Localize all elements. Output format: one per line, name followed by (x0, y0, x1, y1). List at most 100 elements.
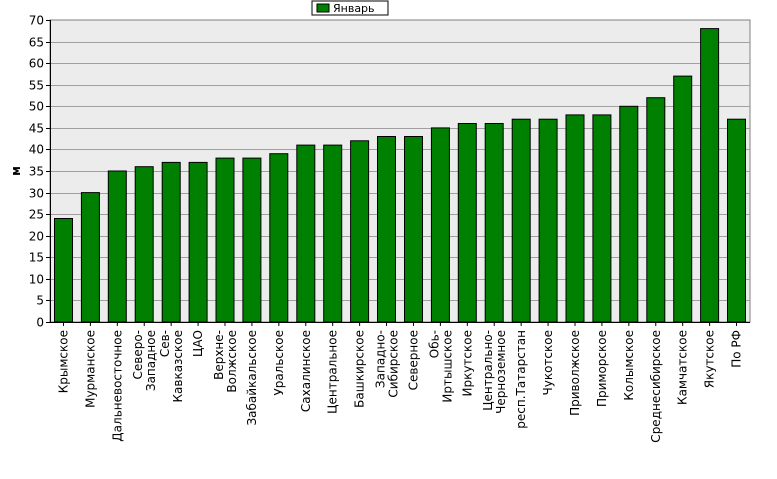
bar (242, 157, 262, 323)
bar (350, 140, 370, 323)
x-tick-label: Обь- Иртышское (427, 330, 454, 403)
x-tick-label: Сахалинское (299, 330, 313, 412)
bar (404, 136, 423, 323)
y-tick-label: 10 (29, 273, 44, 287)
x-tick-label-line: Черноземное (494, 330, 508, 414)
x-tick-label-line: Крымское (57, 330, 71, 393)
legend: Январь (311, 0, 389, 16)
x-tick-label: Уральское (272, 330, 286, 396)
x-tick-label: Мурманское (83, 330, 97, 408)
x-tick-label-line: Сев- (158, 330, 172, 357)
bar (484, 123, 504, 323)
y-ticks: 0 5 10 15 20 25 30 35 40 45 50 55 60 65 70 (29, 14, 750, 330)
x-tick-label-line: Уральское (272, 330, 286, 396)
x-tick-label: Камчатское (676, 330, 690, 405)
legend-box (311, 0, 389, 16)
y-axis-label: м (9, 166, 23, 176)
x-tick-label-line: Северное (407, 330, 421, 390)
bars-layer (54, 28, 746, 323)
x-tick-label-line: Приморское (595, 330, 609, 407)
x-tick-label-line: ЦАО (191, 330, 205, 357)
x-tick-label-line: Волжское (225, 330, 239, 393)
bar (269, 153, 289, 323)
x-tick-label-line: Якутское (703, 330, 717, 388)
y-tick-label: 25 (29, 208, 44, 222)
x-tick-label-line: Приволжское (568, 330, 582, 416)
bar (188, 161, 208, 323)
x-tick-label: Западно- Сибирское (374, 330, 401, 398)
x-tick-label: Иркутское (460, 330, 474, 397)
x-category-labels: Крымское Мурманское Дальневосточное Северо-… (57, 322, 744, 443)
y-tick-label: 65 (29, 36, 44, 50)
x-tick-label: Северо- Западное (131, 330, 158, 391)
legend-label: Январь (333, 2, 375, 15)
x-tick-label: Центральное (326, 330, 340, 414)
x-tick-label-line: Сибирское (387, 330, 401, 398)
bar (323, 144, 343, 323)
y-tick-label: 0 (36, 316, 44, 330)
x-tick-label: Среднесибирское (649, 330, 663, 443)
y-tick-label: 60 (29, 57, 44, 71)
x-tick-label-line: Башкирское (353, 330, 367, 408)
x-tick-label: Северное (407, 330, 421, 390)
bar (430, 127, 450, 323)
bar (727, 118, 746, 323)
x-tick-label-line: Мурманское (83, 330, 97, 408)
x-tick-label: Колымское (622, 330, 636, 401)
x-tick-label-line: Дальневосточное (110, 330, 124, 442)
bar (538, 118, 558, 323)
x-tick-label-line: Западное (144, 330, 158, 391)
x-tick-label-line: Иртышское (440, 330, 454, 403)
x-tick-label: Приволжское (568, 330, 582, 416)
bar (54, 218, 73, 323)
bar (161, 161, 181, 323)
x-tick-label-line: Обь- (427, 330, 441, 358)
x-tick-label: Якутское (703, 330, 717, 388)
bar (107, 170, 127, 323)
x-tick-label-line: Иркутское (460, 330, 474, 397)
x-tick-label-line: Колымское (622, 330, 636, 401)
x-tick-label: Забайкальское (245, 330, 259, 426)
x-tick-label: ЦАО (191, 330, 205, 357)
x-tick-label-line: Северо- (131, 330, 145, 380)
legend-swatch (316, 3, 330, 13)
x-tick-label: Центрально- Черноземное (481, 330, 508, 414)
x-tick-label: респ.Татарстан (514, 330, 528, 429)
bar (134, 166, 154, 323)
y-tick-label: 45 (29, 122, 44, 136)
bar (296, 144, 316, 323)
y-tick-label: 50 (29, 100, 44, 114)
x-tick-label: Приморское (595, 330, 609, 407)
x-tick-label-line: Забайкальское (245, 330, 259, 426)
x-tick-label-line: Сахалинское (299, 330, 313, 412)
x-tick-label-line: респ.Татарстан (514, 330, 528, 429)
bar (646, 97, 666, 323)
x-tick-label-line: Западно- (374, 330, 388, 388)
y-tick-label: 40 (29, 143, 44, 157)
y-tick-label: 20 (29, 230, 44, 244)
x-tick-label-line: Кавказское (171, 330, 185, 403)
x-tick-label-line: Чукотское (541, 330, 555, 395)
x-tick-label: Дальневосточное (110, 330, 124, 442)
x-tick-label: Сев- Кавказское (158, 330, 185, 403)
y-tick-label: 15 (29, 251, 44, 265)
bar (457, 123, 477, 323)
x-tick-label: Башкирское (353, 330, 367, 408)
bar (565, 114, 585, 323)
x-tick-label-line: Камчатское (676, 330, 690, 405)
bar (377, 136, 396, 323)
x-tick-label-line: Центральное (326, 330, 340, 414)
y-tick-label: 35 (29, 165, 44, 179)
x-tick-label: Верхне- Волжское (212, 330, 239, 393)
bar (619, 105, 639, 323)
bar (673, 75, 693, 323)
bar (80, 192, 100, 323)
grid-layer (49, 19, 751, 323)
x-tick-label: По РФ (730, 330, 744, 368)
x-tick-label-line: Центрально- (481, 330, 495, 411)
y-tick-label: 55 (29, 79, 44, 93)
y-tick-label: 30 (29, 187, 44, 201)
y-tick-label: 70 (29, 14, 44, 28)
bar (592, 114, 612, 323)
